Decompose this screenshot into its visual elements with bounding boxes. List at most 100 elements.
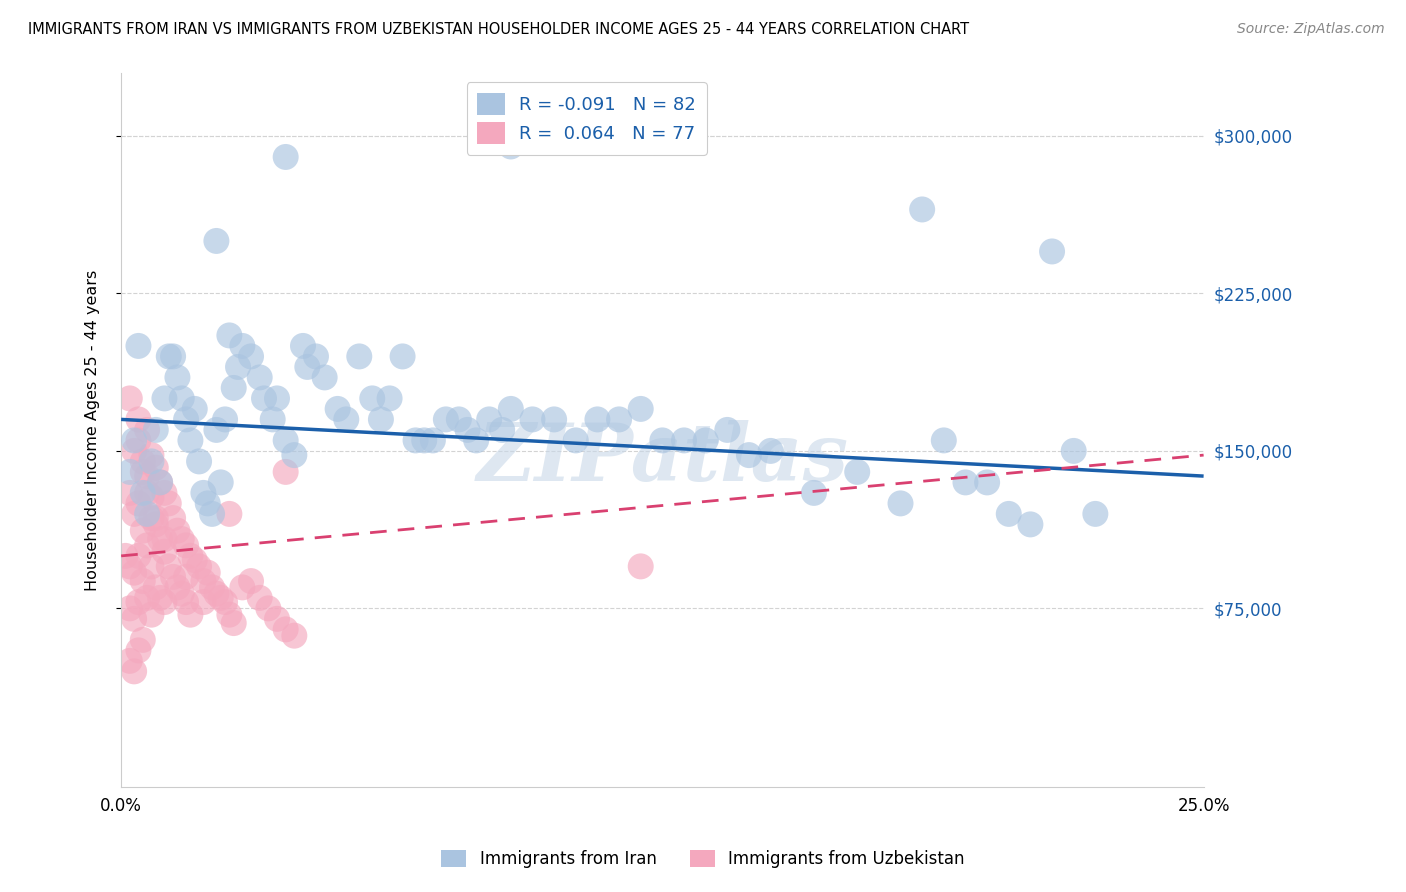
Point xyxy=(1019,517,1042,532)
Point xyxy=(170,392,193,406)
Point xyxy=(457,423,479,437)
Point xyxy=(132,465,155,479)
Point xyxy=(499,401,522,416)
Point xyxy=(122,434,145,448)
Point xyxy=(932,434,955,448)
Point xyxy=(257,601,280,615)
Point xyxy=(997,507,1019,521)
Point xyxy=(413,434,436,448)
Point xyxy=(136,538,159,552)
Point xyxy=(132,486,155,500)
Point xyxy=(157,496,180,510)
Point xyxy=(231,580,253,594)
Point xyxy=(422,434,444,448)
Point xyxy=(132,524,155,538)
Point xyxy=(127,496,149,510)
Point xyxy=(274,465,297,479)
Point xyxy=(170,587,193,601)
Point xyxy=(1084,507,1107,521)
Point xyxy=(127,339,149,353)
Point xyxy=(405,434,427,448)
Point xyxy=(249,591,271,605)
Point xyxy=(274,434,297,448)
Point xyxy=(222,616,245,631)
Point xyxy=(153,392,176,406)
Point xyxy=(291,339,314,353)
Point xyxy=(205,423,228,437)
Point xyxy=(499,139,522,153)
Point xyxy=(231,339,253,353)
Text: IMMIGRANTS FROM IRAN VS IMMIGRANTS FROM UZBEKISTAN HOUSEHOLDER INCOME AGES 25 - : IMMIGRANTS FROM IRAN VS IMMIGRANTS FROM … xyxy=(28,22,969,37)
Point xyxy=(889,496,911,510)
Point xyxy=(543,412,565,426)
Point xyxy=(630,401,652,416)
Point xyxy=(132,454,155,468)
Point xyxy=(141,559,163,574)
Point xyxy=(188,454,211,468)
Point xyxy=(214,595,236,609)
Point xyxy=(218,507,240,521)
Point xyxy=(127,643,149,657)
Point xyxy=(218,328,240,343)
Point xyxy=(630,559,652,574)
Point xyxy=(197,566,219,580)
Point xyxy=(153,544,176,558)
Point xyxy=(141,511,163,525)
Point xyxy=(607,412,630,426)
Point xyxy=(361,392,384,406)
Point xyxy=(491,423,513,437)
Point xyxy=(911,202,934,217)
Point xyxy=(136,486,159,500)
Point xyxy=(846,465,869,479)
Point xyxy=(179,434,201,448)
Point xyxy=(136,507,159,521)
Point xyxy=(127,549,149,563)
Point xyxy=(297,359,319,374)
Point xyxy=(274,150,297,164)
Point xyxy=(114,549,136,563)
Point xyxy=(335,412,357,426)
Point xyxy=(201,507,224,521)
Point xyxy=(174,570,197,584)
Point xyxy=(738,448,761,462)
Point xyxy=(240,350,263,364)
Point xyxy=(136,423,159,437)
Point xyxy=(262,412,284,426)
Point xyxy=(586,412,609,426)
Point xyxy=(132,632,155,647)
Point xyxy=(118,559,141,574)
Point xyxy=(283,448,305,462)
Point xyxy=(153,532,176,546)
Point xyxy=(179,607,201,622)
Point xyxy=(184,401,207,416)
Point xyxy=(651,434,673,448)
Point xyxy=(695,434,717,448)
Point xyxy=(149,475,172,490)
Point xyxy=(127,595,149,609)
Text: Source: ZipAtlas.com: Source: ZipAtlas.com xyxy=(1237,22,1385,37)
Point xyxy=(465,434,488,448)
Point xyxy=(391,350,413,364)
Point xyxy=(145,460,167,475)
Point xyxy=(157,559,180,574)
Point xyxy=(193,574,215,588)
Point xyxy=(153,595,176,609)
Point xyxy=(283,629,305,643)
Point xyxy=(118,392,141,406)
Point xyxy=(118,486,141,500)
Point xyxy=(249,370,271,384)
Point xyxy=(122,566,145,580)
Point xyxy=(122,507,145,521)
Point xyxy=(193,595,215,609)
Point xyxy=(153,486,176,500)
Point xyxy=(132,574,155,588)
Point xyxy=(478,412,501,426)
Point xyxy=(174,538,197,552)
Point xyxy=(166,370,188,384)
Point xyxy=(205,587,228,601)
Point xyxy=(218,607,240,622)
Point xyxy=(240,574,263,588)
Point xyxy=(214,412,236,426)
Point xyxy=(803,486,825,500)
Point xyxy=(149,475,172,490)
